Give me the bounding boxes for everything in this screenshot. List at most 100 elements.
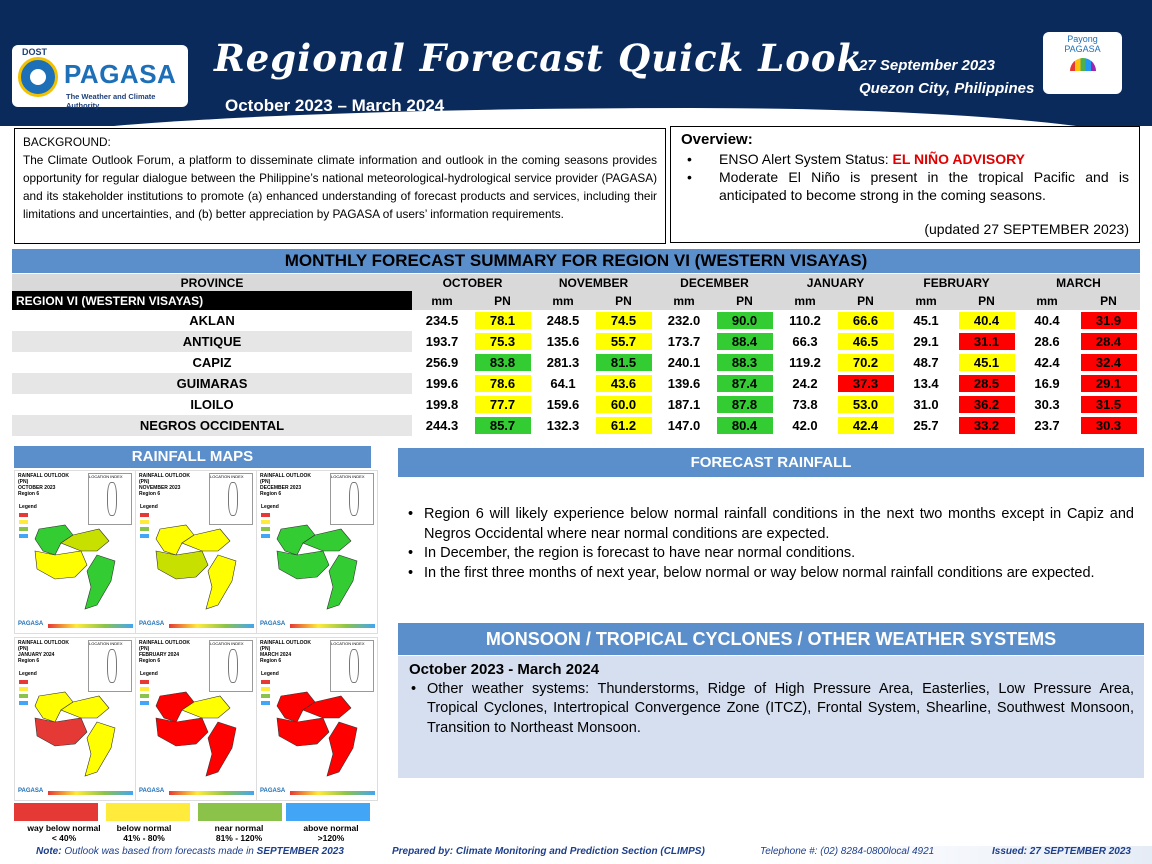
location-index-inset: LOCATION INDEX [330,640,374,692]
pn-value: 70.2 [837,354,894,371]
map-province-iloilo [276,717,330,747]
map-footer-bar [169,624,254,628]
pn-cell: 31.1 [956,331,1017,352]
mm-cell: 66.3 [792,334,818,349]
mm-cell: 42.0 [792,418,818,433]
month-header-row: PROVINCE OCTOBER NOVEMBER DECEMBER JANUA… [12,274,1140,291]
map-legend: Legend [261,495,301,541]
mm-cell: 240.1 [667,355,701,370]
pn-value: 85.7 [474,417,531,434]
island-outline [107,649,117,683]
map-footer-bar [169,791,254,795]
mm-cell: 147.0 [667,418,701,433]
map-legend-label: Legend [261,504,279,510]
inset-label: LOCATION INDEX [89,474,123,479]
mm-cell: 199.8 [425,397,459,412]
map-region: Region 6 [18,491,40,497]
pn-cell: 88.3 [714,352,775,373]
page-title: Regional Forecast Quick Look [214,36,864,80]
pn-header: PN [1077,291,1140,310]
pn-cell: 31.5 [1077,394,1140,415]
rainfall-map: RAINFALL OUTLOOK (PN) MARCH 2024 Region 6 L… [256,637,378,801]
pn-value: 29.1 [1080,375,1137,392]
location-index-inset: LOCATION INDEX [209,473,253,525]
issue-date-location: 27 September 2023 Quezon City, Philippin… [859,54,1034,100]
map-footer: PAGASA [139,621,254,631]
pn-value: 83.8 [474,354,531,371]
map-region: Region 6 [139,491,161,497]
month-header: DECEMBER [654,274,775,291]
mm-cell: 132.3 [546,418,580,433]
mm-cell: 29.1 [913,334,939,349]
pn-value: 28.5 [958,375,1015,392]
province-cell: ANTIQUE [12,331,412,352]
map-title-line: RAINFALL OUTLOOK (PN) [260,640,312,652]
province-cell: GUIMARAS [12,373,412,394]
footer-note-label: Note: [36,846,62,857]
pn-cell: 40.4 [956,310,1017,331]
pn-cell: 77.7 [472,394,533,415]
mm-cell: 16.9 [1034,376,1060,391]
map-legend-swatch [19,680,28,684]
month-header: JANUARY [775,274,896,291]
map-legend-swatch [261,520,270,524]
mm-cell: 244.3 [425,418,459,433]
pn-cell: 85.7 [472,415,533,436]
forecast-table: PROVINCE OCTOBER NOVEMBER DECEMBER JANUA… [12,274,1140,436]
map-legend: Legend [19,495,59,541]
enso-status-badge: EL NIÑO ADVISORY [892,151,1026,167]
pn-value: 42.4 [837,417,894,434]
inset-label: LOCATION INDEX [210,641,244,646]
pn-cell: 66.6 [835,310,896,331]
map-legend-label: Legend [261,671,279,677]
pn-value: 87.4 [716,375,773,392]
map-legend-label: Legend [140,504,158,510]
mm-cell: 25.7 [913,418,939,433]
map-province-iloilo [34,717,88,747]
rainfall-map: RAINFALL OUTLOOK (PN) OCTOBER 2023 Region … [14,470,136,634]
pn-cell: 43.6 [593,373,654,394]
rainfall-maps-grid: RAINFALL OUTLOOK (PN) OCTOBER 2023 Region … [14,470,382,802]
map-province-negros [205,721,237,777]
map-province-capiz [302,528,352,552]
map-region: Region 6 [139,658,161,664]
inset-label: LOCATION INDEX [331,641,365,646]
pn-cell: 28.4 [1077,331,1140,352]
mm-cell: 199.6 [425,376,459,391]
pn-cell: 29.1 [1077,373,1140,394]
mm-cell: 248.5 [546,313,580,328]
pn-value: 80.4 [716,417,773,434]
map-footer-logo: PAGASA [18,621,44,627]
legend-item: near normal 81% - 120% [189,823,289,843]
map-title: RAINFALL OUTLOOK (PN) JANUARY 2024 Region … [18,640,78,664]
map-legend: Legend [19,662,59,708]
map-footer-logo: PAGASA [18,788,44,794]
pn-value: 90.0 [716,312,773,329]
mm-cell: 23.7 [1034,418,1060,433]
rainfall-legend: way below normal < 40% below normal 41% - … [14,803,371,843]
pn-value: 88.4 [716,333,773,350]
map-title: RAINFALL OUTLOOK (PN) OCTOBER 2023 Region … [18,473,78,497]
map-region: Region 6 [260,491,282,497]
map-month: MARCH 2024 [260,652,292,658]
mm-cell: 64.1 [550,376,576,391]
map-province-iloilo [276,550,330,580]
map-legend-swatch [261,534,270,538]
map-legend-label: Legend [140,671,158,677]
pn-cell: 83.8 [472,352,533,373]
pn-cell: 61.2 [593,415,654,436]
pn-value: 74.5 [595,312,652,329]
mm-header: mm [533,291,593,310]
legend-label: below normal [116,823,172,833]
footer-prepared: Prepared by: Climate Monitoring and Pred… [392,846,705,857]
pn-value: 75.3 [474,333,531,350]
legend-item: above normal >120% [281,823,381,843]
pn-value: 31.5 [1080,396,1137,413]
map-title-line: RAINFALL OUTLOOK (PN) [139,473,191,485]
island-outline [349,649,359,683]
pn-value: 66.6 [837,312,894,329]
footer-issued-text: Issued: 27 SEPTEMBER 2023 [992,846,1131,857]
map-month: OCTOBER 2023 [18,485,56,491]
pn-value: 61.2 [595,417,652,434]
map-footer: PAGASA [260,788,375,798]
